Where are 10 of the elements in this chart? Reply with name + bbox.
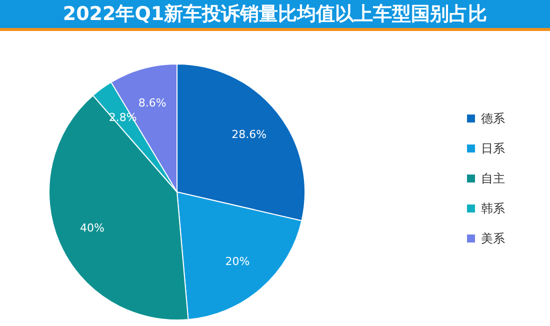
legend-label: 自主 — [481, 172, 505, 186]
chart-title: 2022年Q1新车投诉销量比均值以上车型国别占比 — [0, 0, 550, 31]
data-label: 40% — [80, 222, 104, 235]
legend-label: 日系 — [481, 142, 505, 156]
legend-label: 美系 — [481, 232, 505, 246]
legend-label: 德系 — [481, 112, 505, 126]
data-label: 8.6% — [138, 96, 166, 110]
data-label: 28.6% — [232, 128, 267, 142]
legend-label: 韩系 — [481, 202, 505, 216]
data-label: 20% — [225, 255, 250, 268]
